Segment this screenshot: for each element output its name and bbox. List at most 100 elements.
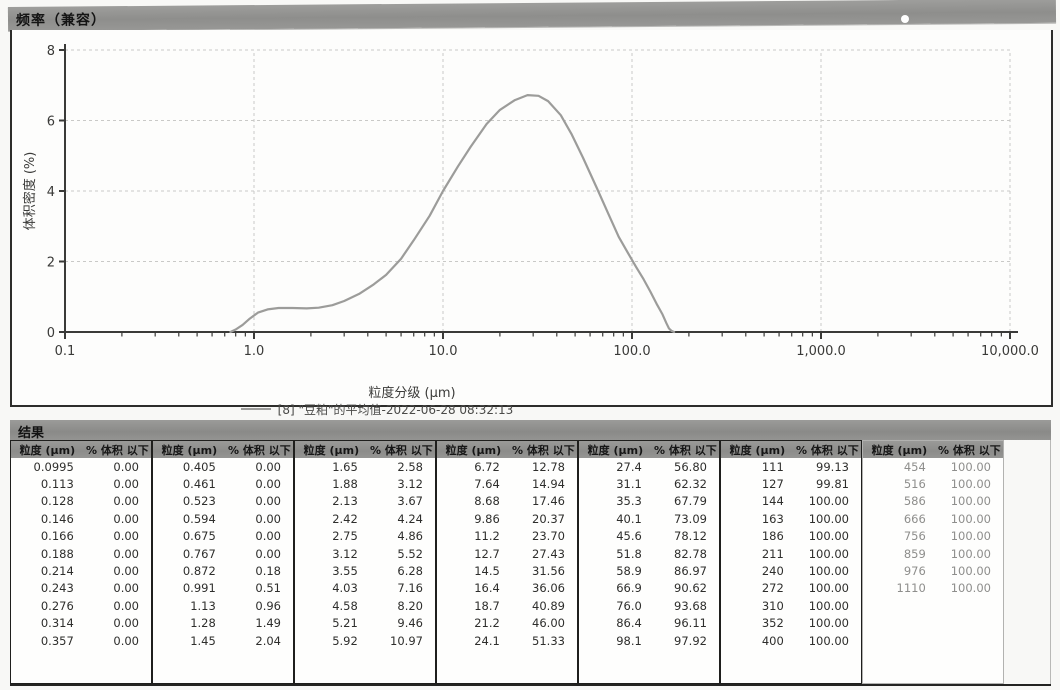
cell-pct: 12.78: [532, 459, 565, 474]
cell-size: 310: [761, 598, 784, 613]
col-header-pct: % 体积 以下: [796, 443, 859, 457]
table-row: 0.594 0.00: [153, 510, 293, 527]
table-row: 586 100.00: [863, 493, 1003, 510]
cell-pct: 23.70: [532, 529, 565, 544]
cell-size: 31.1: [616, 477, 642, 492]
cell-pct: 27.43: [532, 546, 565, 561]
distribution-curve: [229, 93, 676, 334]
results-bottom-edge: [10, 684, 1051, 686]
scan-dot-artifact: [901, 15, 909, 23]
cell-pct: 0.00: [255, 459, 281, 474]
cell-pct: 1.49: [255, 616, 281, 631]
table-row: 14.5 31.56: [437, 562, 577, 579]
results-group-header: 粒度 (µm) % 体积 以下: [721, 441, 861, 458]
cell-size: 1.65: [332, 459, 358, 474]
results-group-header: 粒度 (µm) % 体积 以下: [295, 441, 435, 458]
cell-pct: 0.96: [255, 598, 281, 613]
cell-size: 5.92: [332, 633, 358, 648]
table-row: 2.13 3.67: [295, 493, 435, 510]
cell-size: 2.42: [332, 511, 358, 526]
table-row: 98.1 97.92: [579, 632, 719, 649]
cell-pct: 2.04: [255, 633, 281, 648]
table-row: 5.92 10.97: [295, 632, 435, 649]
cell-pct: 62.32: [674, 477, 707, 492]
table-row: 16.4 36.06: [437, 580, 577, 597]
col-header-pct: % 体积 以下: [654, 443, 717, 457]
col-header-size: 粒度 (µm): [303, 443, 360, 457]
cell-size: 12.7: [474, 546, 500, 561]
chart-panel: 0 2 4 6 8 0.1 1.0 10.0 100.0 1,000.0 10,000.0 体积密度 …: [10, 30, 1053, 417]
table-row: 35.3 67.79: [579, 493, 719, 510]
results-group-header: 粒度 (µm) % 体积 以下: [153, 441, 293, 458]
cell-pct: 0.00: [113, 616, 139, 631]
cell-pct: 100.00: [808, 529, 849, 544]
table-row: 859 100.00: [863, 545, 1003, 562]
legend-line-icon: [240, 408, 271, 410]
y-tick-label: 4: [47, 185, 55, 200]
cell-size: 240: [761, 564, 784, 579]
table-row: 454 100.00: [863, 458, 1003, 475]
table-row: 310 100.00: [721, 597, 861, 614]
x-tick-label: 0.1: [55, 344, 76, 359]
cell-pct: 6.28: [397, 564, 423, 579]
table-row: 58.9 86.97: [579, 562, 719, 579]
cell-pct: 100.00: [808, 546, 849, 561]
x-tick-label: 1.0: [244, 344, 265, 359]
cell-size: 4.58: [332, 598, 358, 613]
cell-pct: 31.56: [532, 564, 565, 579]
results-group: 粒度 (µm) % 体积 以下 6.72 12.78 7.64 14.94 8.68 17.4…: [436, 440, 578, 684]
table-row: 666 100.00: [863, 510, 1003, 527]
cell-pct: 100.00: [808, 581, 849, 596]
results-title-bar: 结果: [10, 420, 1051, 441]
table-row: 5.21 9.46: [295, 615, 435, 632]
cell-size: 6.72: [474, 459, 500, 474]
results-group: 粒度 (µm) % 体积 以下 454 100.00 516 100.00 586 100.0…: [862, 440, 1004, 684]
cell-size: 211: [761, 546, 784, 561]
cell-size: 144: [761, 494, 784, 509]
table-row: 0.405 0.00: [153, 458, 293, 475]
page-title: 频率（兼容）: [15, 12, 107, 29]
table-row: 1.88 3.12: [295, 475, 435, 492]
cell-size: 111: [761, 459, 784, 474]
cell-pct: 56.80: [674, 459, 707, 474]
table-row: 2.42 4.24: [295, 510, 435, 527]
table-row: 1.13 0.96: [153, 597, 293, 614]
table-row: 0.214 0.00: [11, 562, 151, 579]
cell-pct: 0.00: [255, 477, 281, 492]
y-tick-label: 8: [47, 44, 55, 59]
cell-size: 516: [903, 477, 926, 492]
col-header-pct: % 体积 以下: [938, 443, 1001, 457]
cell-pct: 100.00: [950, 564, 991, 579]
table-row: 144 100.00: [721, 493, 861, 510]
cell-size: 3.55: [332, 564, 358, 579]
table-row: 400 100.00: [721, 632, 861, 649]
cell-pct: 0.00: [113, 529, 139, 544]
col-header-size: 粒度 (µm): [19, 443, 76, 457]
cell-pct: 97.92: [674, 633, 707, 648]
cell-size: 86.4: [616, 616, 642, 631]
table-row: 8.68 17.46: [437, 493, 577, 510]
cell-size: 0.872: [182, 564, 216, 579]
cell-size: 0.146: [40, 511, 74, 526]
cell-pct: 0.00: [113, 546, 139, 561]
table-row: 976 100.00: [863, 562, 1003, 579]
results-group-header: 粒度 (µm) % 体积 以下: [437, 441, 577, 458]
table-row: 6.72 12.78: [437, 458, 577, 475]
cell-pct: 4.24: [397, 511, 423, 526]
cell-pct: 100.00: [808, 511, 849, 526]
cell-pct: 17.46: [532, 494, 565, 509]
table-row: 0.243 0.00: [11, 580, 151, 597]
col-header-pct: % 体积 以下: [228, 443, 291, 457]
cell-pct: 0.00: [255, 529, 281, 544]
cell-pct: 100.00: [950, 511, 991, 526]
col-header-pct: % 体积 以下: [86, 443, 149, 457]
cell-size: 66.9: [616, 581, 642, 596]
cell-pct: 0.00: [113, 494, 139, 509]
table-row: 0.188 0.00: [11, 545, 151, 562]
results-group: 粒度 (µm) % 体积 以下 27.4 56.80 31.1 62.32 35.3 67.7…: [578, 440, 720, 684]
cell-size: 1.28: [190, 616, 216, 631]
cell-pct: 100.00: [808, 633, 849, 648]
cell-pct: 100.00: [950, 581, 991, 596]
cell-pct: 99.13: [816, 459, 849, 474]
cell-pct: 0.00: [113, 477, 139, 492]
